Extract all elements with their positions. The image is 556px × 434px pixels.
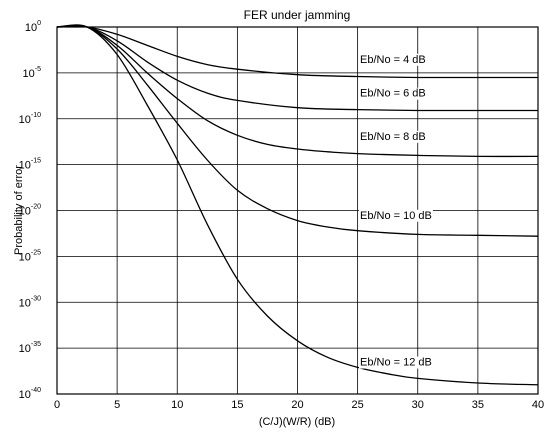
chart-title: FER under jamming bbox=[244, 8, 351, 22]
y-tick-label: 10-15 bbox=[19, 158, 41, 172]
series-label: Eb/No = 6 dB bbox=[360, 88, 426, 100]
series-label-background bbox=[359, 356, 433, 369]
y-tick-label: 10-20 bbox=[19, 204, 41, 218]
x-tick-label: 25 bbox=[352, 399, 364, 411]
series-label: Eb/No = 10 dB bbox=[360, 210, 432, 222]
y-tick-label: 10-25 bbox=[19, 249, 41, 263]
curve-labels: Eb/No = 4 dB Eb/No = 6 dB Eb/No = 8 dB Eb/N… bbox=[359, 53, 433, 369]
x-tick-label: 40 bbox=[532, 399, 544, 411]
series-line bbox=[56, 25, 538, 112]
x-axis-label: (C/J)(W/R) (dB) bbox=[259, 416, 335, 428]
y-tick-label: 10-30 bbox=[19, 295, 41, 309]
series-label: Eb/No = 4 dB bbox=[360, 54, 426, 66]
series-label: Eb/No = 8 dB bbox=[360, 131, 426, 143]
y-tick-label: 10-40 bbox=[19, 387, 41, 401]
x-tick-label: 20 bbox=[291, 399, 303, 411]
series-label-background bbox=[359, 87, 427, 100]
grid bbox=[57, 27, 538, 394]
y-tick-label: 10-35 bbox=[19, 341, 41, 355]
x-tick-label: 5 bbox=[114, 399, 120, 411]
y-tick-label: 10-5 bbox=[23, 66, 42, 80]
series-line bbox=[56, 24, 539, 158]
y-tick-labels: 100 10-5 10-10 10-15 10-20 10-25 10-30 10-35 10-… bbox=[19, 20, 41, 401]
y-tick-label: 10-10 bbox=[19, 112, 41, 126]
plot-frame bbox=[56, 26, 539, 395]
x-tick-label: 15 bbox=[231, 399, 243, 411]
y-tick-label: 100 bbox=[25, 20, 41, 34]
series-label-background bbox=[359, 53, 427, 66]
series-label-background bbox=[359, 209, 433, 222]
x-tick-label: 0 bbox=[54, 399, 60, 411]
series-line bbox=[56, 24, 539, 386]
x-tick-labels: 0 5 10 15 20 25 30 35 40 bbox=[54, 399, 544, 411]
x-tick-label: 30 bbox=[412, 399, 424, 411]
x-tick-label: 35 bbox=[472, 399, 484, 411]
series-line bbox=[56, 24, 539, 237]
series-label-background bbox=[359, 130, 427, 143]
series-line bbox=[56, 25, 538, 79]
x-tick-label: 10 bbox=[171, 399, 183, 411]
series-label: Eb/No = 12 dB bbox=[360, 357, 432, 369]
y-axis-label: Probability of error bbox=[13, 165, 25, 255]
curves bbox=[56, 24, 539, 386]
